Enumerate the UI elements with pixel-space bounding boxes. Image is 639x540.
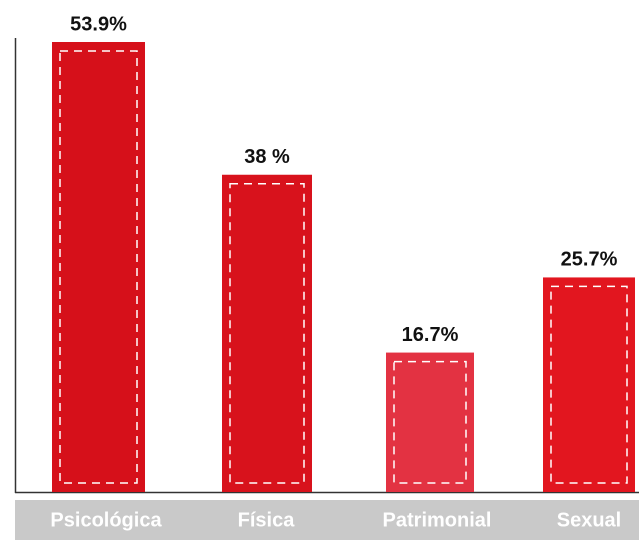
bar-dash [229, 182, 305, 484]
bar [543, 277, 635, 492]
value-label: 25.7% [561, 249, 618, 271]
bar-dash [550, 285, 628, 484]
value-label: 16.7% [402, 324, 459, 346]
category-label: Psicológica [50, 509, 162, 531]
value-label: 38 % [244, 146, 290, 168]
bar [222, 174, 312, 492]
category-band [15, 500, 639, 540]
category-label: Sexual [557, 509, 621, 531]
category-label: Patrimonial [383, 509, 492, 531]
category-label: Física [238, 509, 296, 531]
bar-dash [59, 50, 138, 484]
bar-dash [393, 360, 467, 484]
bar [386, 352, 474, 492]
value-label: 53.9% [70, 13, 127, 35]
bar [52, 42, 145, 492]
